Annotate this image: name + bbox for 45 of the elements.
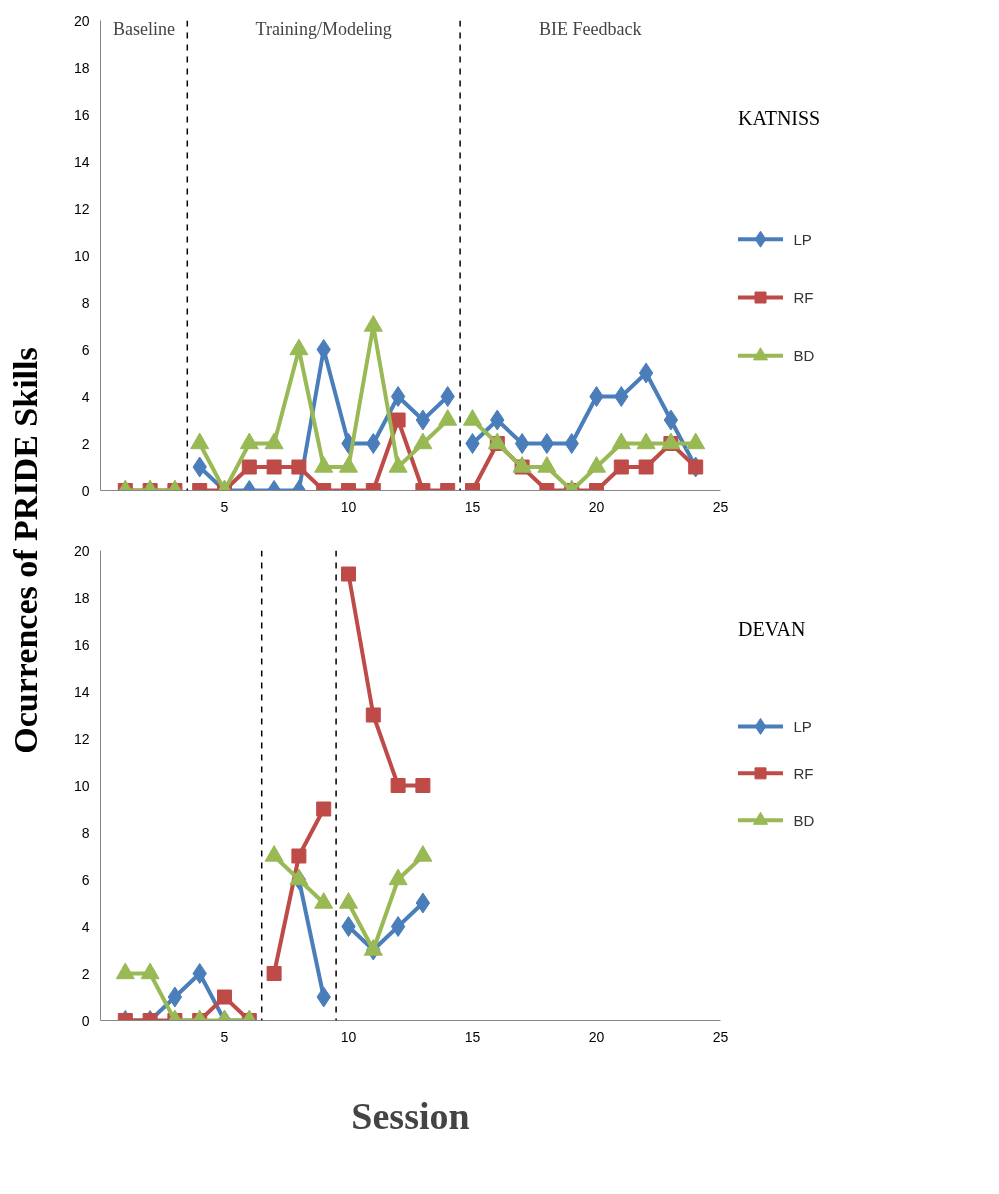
y-tick-label: 0 <box>81 482 90 499</box>
x-tick-label: 5 <box>220 498 229 515</box>
x-tick-label: 20 <box>588 498 605 515</box>
y-tick-label: 10 <box>73 777 90 794</box>
x-tick-label: 25 <box>712 1028 729 1045</box>
legend-label: RF <box>793 289 814 307</box>
legend-label: RF <box>793 764 814 782</box>
annotation: BIE Feedback <box>539 18 642 39</box>
y-tick-label: 12 <box>73 200 90 217</box>
y-tick-label: 0 <box>81 1012 90 1029</box>
x-tick-label: 10 <box>340 1028 357 1045</box>
legend-label: LP <box>793 230 812 248</box>
annotation: Baseline <box>112 18 175 39</box>
y-tick-label: 2 <box>81 435 90 452</box>
y-tick-label: 2 <box>81 965 90 982</box>
text: KATNISS <box>738 106 821 129</box>
annotation: Training/Modeling <box>255 18 392 39</box>
x-tick-label: 10 <box>340 498 357 515</box>
text: DEVAN <box>738 617 806 640</box>
y-tick-label: 10 <box>73 247 90 264</box>
y-tick-label: 8 <box>81 824 90 841</box>
y-tick-label: 4 <box>81 918 90 935</box>
y-tick-label: 20 <box>73 12 90 29</box>
y-tick-label: 18 <box>73 59 90 76</box>
y-axis-title: Ocurrences of PRIDE Skills <box>7 347 44 754</box>
y-tick-label: 12 <box>73 730 90 747</box>
x-tick-label: 15 <box>464 498 481 515</box>
y-tick-label: 4 <box>81 388 90 405</box>
x-tick-label: 5 <box>220 1028 229 1045</box>
y-tick-label: 16 <box>73 106 90 123</box>
y-tick-label: 20 <box>73 542 90 559</box>
x-tick-label: 20 <box>588 1028 605 1045</box>
y-tick-label: 16 <box>73 636 90 653</box>
y-tick-label: 18 <box>73 589 90 606</box>
y-tick-label: 14 <box>73 153 90 170</box>
legend-label: BD <box>793 347 815 365</box>
x-axis-title: Session <box>351 1094 470 1137</box>
y-tick-label: 14 <box>73 683 90 700</box>
y-tick-label: 6 <box>81 871 90 888</box>
legend-label: BD <box>793 811 815 829</box>
legend-label: LP <box>793 717 812 735</box>
x-tick-label: 25 <box>712 498 729 515</box>
y-tick-label: 6 <box>81 341 90 358</box>
y-tick-label: 8 <box>81 294 90 311</box>
x-tick-label: 15 <box>464 1028 481 1045</box>
